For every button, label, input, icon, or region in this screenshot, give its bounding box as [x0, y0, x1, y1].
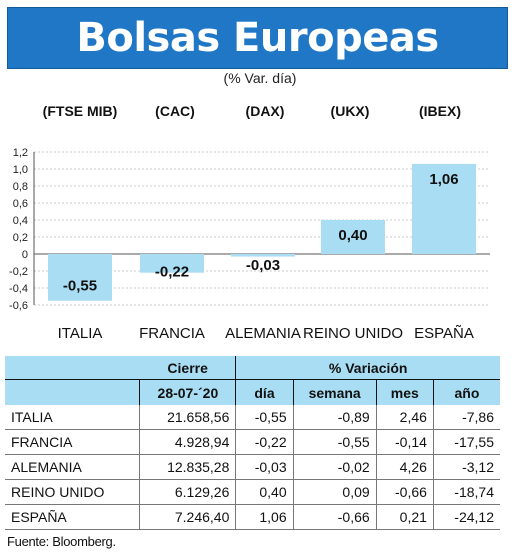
table-header-blank	[5, 356, 140, 380]
table-header-date: 28-07-´20	[139, 379, 236, 405]
category-label: ESPAÑA	[414, 325, 474, 342]
table-row: ITALIA 21.658,56 -0,55 -0,89 2,46 -7,86	[5, 405, 500, 430]
cell-cierre: 12.835,28	[139, 454, 236, 480]
category-label: FRANCIA	[139, 325, 205, 342]
title-banner: Bolsas Europeas	[7, 7, 508, 69]
cell-semana: -0,55	[292, 429, 377, 455]
y-tick-label: 0,6	[13, 198, 28, 210]
y-tick-label: 0,8	[13, 181, 28, 193]
cell-anio: -7,86	[432, 405, 500, 430]
data-label: 0,40	[338, 227, 367, 244]
y-tick-label: 1,0	[13, 164, 28, 176]
index-label: (IBEX)	[419, 103, 461, 119]
cell-semana: -0,66	[292, 504, 377, 530]
source-note: Fuente: Bloomberg.	[7, 534, 116, 549]
chart-title: Bolsas Europeas	[76, 15, 439, 61]
y-tick-label: -0,2	[9, 266, 28, 278]
index-label: (DAX)	[245, 103, 285, 119]
table-header-semana: semana	[292, 379, 377, 405]
chart-subtitle: (% Var. día)	[223, 70, 297, 86]
bar	[412, 163, 476, 254]
table-header-anio: año	[432, 379, 500, 405]
cell-dia: 1,06	[235, 504, 294, 530]
table-header-cierre: Cierre	[139, 356, 236, 380]
cell-anio: -18,74	[432, 479, 500, 505]
table-header-blank2	[5, 379, 140, 405]
cell-anio: -17,55	[432, 429, 500, 455]
table-header-variacion: % Variación	[235, 356, 500, 380]
bar	[48, 254, 112, 301]
cell-country: ITALIA	[5, 405, 140, 430]
cell-mes: 4,26	[375, 454, 434, 480]
cell-dia: -0,22	[235, 429, 294, 455]
cell-cierre: 7.246,40	[139, 504, 236, 530]
index-label: (CAC)	[155, 103, 195, 119]
cell-cierre: 4.928,94	[139, 429, 236, 455]
data-label: -0,55	[63, 277, 97, 294]
table-row: FRANCIA 4.928,94 -0,22 -0,55 -0,14 -17,55	[5, 429, 500, 455]
cell-semana: 0,09	[292, 479, 377, 505]
cell-cierre: 21.658,56	[139, 405, 236, 430]
cell-dia: -0,55	[235, 405, 294, 430]
y-tick-label: 0,2	[13, 232, 28, 244]
table-row: ESPAÑA 7.246,40 1,06 -0,66 0,21 -24,12	[5, 504, 500, 530]
cell-country: ESPAÑA	[5, 504, 140, 530]
bar	[321, 220, 385, 254]
y-tick-label: 0,4	[13, 215, 28, 227]
category-label: REINO UNIDO	[303, 325, 403, 342]
cell-mes: 2,46	[375, 405, 434, 430]
table-row: REINO UNIDO 6.129,26 0,40 0,09 -0,66 -18,74	[5, 479, 500, 505]
y-tick-label: 0	[22, 249, 28, 261]
data-table: Cierre % Variación 28-07-´20 día semana …	[5, 356, 500, 530]
category-label: ITALIA	[58, 325, 103, 342]
table-header-mes: mes	[375, 379, 434, 405]
cell-mes: -0,14	[375, 429, 434, 455]
y-tick-label: -0,4	[9, 283, 28, 295]
cell-semana: -0,02	[292, 454, 377, 480]
category-label: ALEMANIA	[225, 325, 301, 342]
data-label: -0,22	[155, 263, 189, 280]
bar	[231, 254, 295, 257]
cell-cierre: 6.129,26	[139, 479, 236, 505]
data-label: -0,03	[246, 257, 280, 274]
cell-mes: -0,66	[375, 479, 434, 505]
cell-anio: -3,12	[432, 454, 500, 480]
cell-country: FRANCIA	[5, 429, 140, 455]
cell-country: REINO UNIDO	[5, 479, 140, 505]
cell-dia: 0,40	[235, 479, 294, 505]
data-label: 1,06	[429, 171, 458, 188]
cell-semana: -0,89	[292, 405, 377, 430]
index-label: (FTSE MIB)	[42, 103, 118, 119]
cell-country: ALEMANIA	[5, 454, 140, 480]
cell-dia: -0,03	[235, 454, 294, 480]
table-header-dia: día	[235, 379, 294, 405]
bar	[140, 254, 204, 273]
table-row: ALEMANIA 12.835,28 -0,03 -0,02 4,26 -3,12	[5, 454, 500, 480]
cell-mes: 0,21	[375, 504, 434, 530]
index-label: (UKX)	[330, 103, 370, 119]
cell-anio: -24,12	[432, 504, 500, 530]
bar-chart: 1,2 1,0 0,8 0,6 0,4 0,2 0 -0,2 -0,4 -0,6 -0,55 ITAL…	[9, 147, 490, 342]
y-tick-label: 1,2	[13, 147, 28, 159]
y-tick-label: -0,6	[9, 300, 28, 312]
